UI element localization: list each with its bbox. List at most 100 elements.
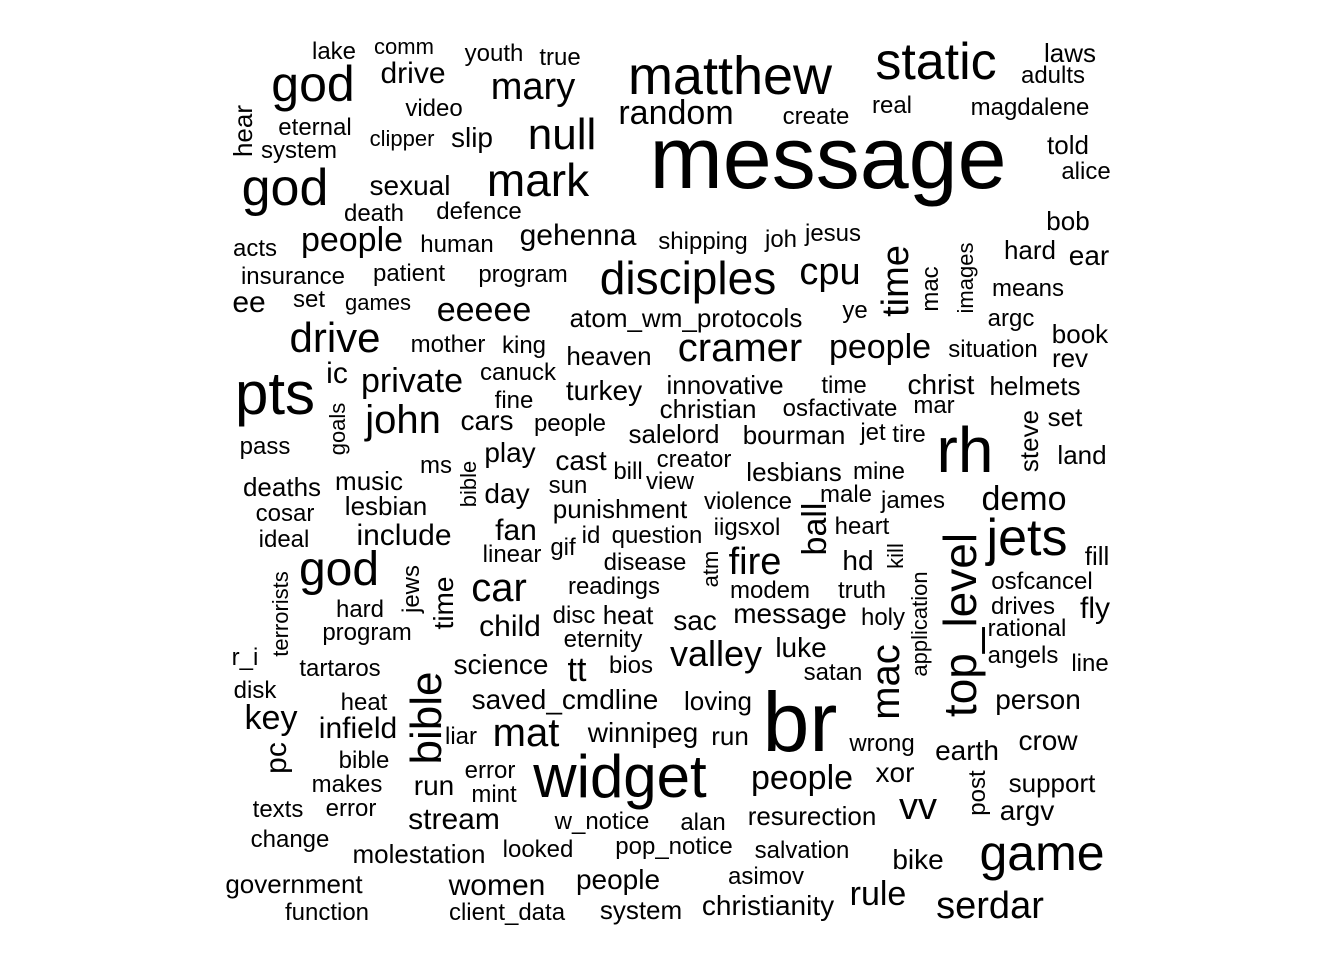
word: disease <box>603 549 687 576</box>
word: heat <box>602 600 654 630</box>
word: tartaros <box>299 655 381 682</box>
word: christianity <box>701 890 835 921</box>
word: tt <box>567 651 587 689</box>
word: system <box>260 137 338 164</box>
word: shipping <box>658 228 748 255</box>
word: creator <box>656 446 732 473</box>
word: view <box>645 468 695 495</box>
word: bible <box>456 460 481 508</box>
word: function <box>284 899 370 926</box>
word: person <box>995 684 1081 715</box>
word: satan <box>803 659 863 686</box>
word: pts <box>234 360 316 427</box>
word: asimov <box>727 863 805 890</box>
word: patient <box>372 260 446 287</box>
word: clipper <box>369 126 435 151</box>
word: steve <box>1014 409 1044 473</box>
word: cars <box>460 405 514 436</box>
word: stream <box>408 803 500 836</box>
word: private <box>360 362 464 400</box>
word: salelord <box>628 419 720 449</box>
word: rh <box>936 414 994 486</box>
word: system <box>599 895 683 925</box>
word: salvation <box>754 837 850 864</box>
word: mac <box>917 266 944 312</box>
word: ideal <box>258 526 310 553</box>
word: bible <box>338 747 390 774</box>
word: mine <box>852 458 906 485</box>
word: argc <box>987 305 1035 332</box>
word: alan <box>680 809 726 836</box>
word: book <box>1051 319 1109 349</box>
word: post <box>964 770 991 816</box>
word: insurance <box>240 263 346 290</box>
word: adults <box>1020 62 1086 89</box>
word: real <box>871 92 913 119</box>
word: jet <box>860 419 886 446</box>
word: bike <box>892 844 944 875</box>
word: liar <box>444 723 478 750</box>
word: heaven <box>566 341 652 371</box>
word: message <box>733 598 847 629</box>
word: gif <box>550 534 576 561</box>
word: disciples <box>599 252 777 304</box>
word: mac <box>864 644 908 720</box>
word: loving <box>684 686 752 716</box>
word: lesbians <box>746 457 842 487</box>
word: saved_cmdline <box>471 684 659 715</box>
word: comm <box>374 34 434 59</box>
word: youth <box>464 40 524 67</box>
word: turkey <box>565 375 643 406</box>
word: error <box>464 757 516 784</box>
word: ear <box>1068 240 1110 271</box>
word: game <box>979 825 1105 881</box>
word: people <box>300 221 404 259</box>
word: widget <box>533 743 707 810</box>
word: drive <box>380 57 446 90</box>
word: acts <box>232 235 278 262</box>
word: atm <box>698 550 723 588</box>
word: god <box>271 56 355 112</box>
word: king <box>501 332 547 359</box>
word: static <box>875 33 997 91</box>
word: james <box>880 487 946 514</box>
word: top_level <box>934 532 986 718</box>
word: id <box>581 522 601 549</box>
word: eeeee <box>436 291 532 329</box>
word: people <box>575 864 661 895</box>
word: rule <box>849 875 907 913</box>
word: run <box>413 770 455 801</box>
word: time <box>875 245 917 317</box>
word: w_notice <box>554 808 650 835</box>
word: government <box>225 869 363 899</box>
word: xor <box>875 757 915 788</box>
word: program <box>322 619 412 646</box>
word: osfactivate <box>782 395 898 422</box>
word: program <box>478 261 568 288</box>
word: situation <box>948 336 1038 363</box>
word: ee <box>232 286 266 319</box>
word: child <box>479 610 541 643</box>
word: valley <box>669 633 763 674</box>
word: music <box>335 466 403 496</box>
word: play <box>484 437 536 468</box>
word: time <box>428 576 459 630</box>
word: infield <box>318 712 398 745</box>
word: cpu <box>799 251 861 293</box>
word: texts <box>252 796 304 823</box>
word: set <box>1047 402 1083 432</box>
word: told <box>1047 130 1089 160</box>
word: helmets <box>989 371 1081 401</box>
word: fill <box>1084 541 1110 571</box>
word: fan <box>495 514 537 547</box>
word: create <box>782 103 850 130</box>
word: sexual <box>369 170 451 201</box>
word: means <box>991 275 1065 302</box>
word: mar <box>913 392 955 419</box>
word: innovative <box>666 370 784 400</box>
word: hd <box>842 545 874 576</box>
word: truth <box>837 577 887 604</box>
word: true <box>539 44 581 71</box>
word: tire <box>892 421 926 448</box>
